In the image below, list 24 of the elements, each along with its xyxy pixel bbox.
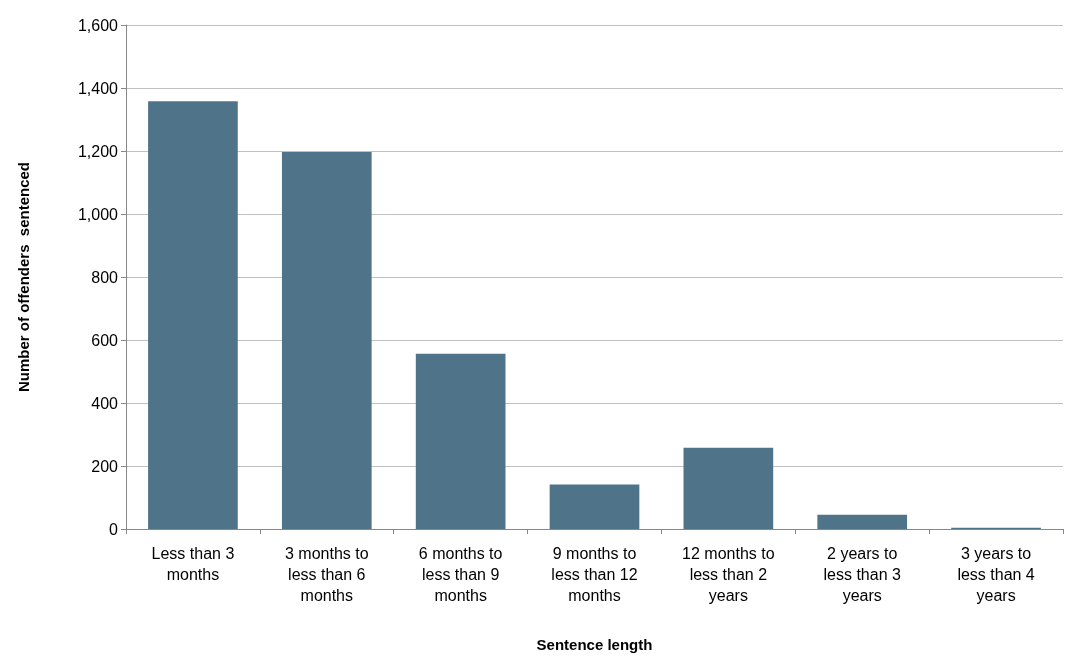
bar [415,353,506,529]
x-axis-title: Sentence length [536,636,653,653]
y-tick-label: 600 [91,331,119,349]
y-tick-label: 1,200 [77,142,119,160]
x-tick-label: 3 months to less than 6 months [284,545,369,604]
bar [683,447,774,529]
y-tick-label: 1,000 [77,205,119,223]
bar [148,101,238,529]
x-tick-label: 9 months to less than 12 months [551,545,638,604]
x-tick-label: Less than 3 months [151,545,235,583]
y-tick-label: 200 [91,457,119,475]
y-tick-label: 800 [91,268,119,286]
y-tick-label: 400 [91,394,119,412]
y-tick-label: 1,400 [77,79,119,97]
bar [281,151,372,529]
bar [817,514,908,529]
x-tick-label: 3 years to less than 4 years [957,545,1035,604]
y-tick-label: 1,600 [77,16,119,34]
bar [549,484,640,529]
x-tick-label: 2 years to less than 3 years [823,545,901,604]
y-tick-label: 0 [109,520,119,538]
x-tick-label: 12 months to less than 2 years [682,545,775,604]
y-axis-title: Number of offenders sentenced [15,161,32,393]
x-tick-label: 6 months to less than 9 months [418,545,503,604]
